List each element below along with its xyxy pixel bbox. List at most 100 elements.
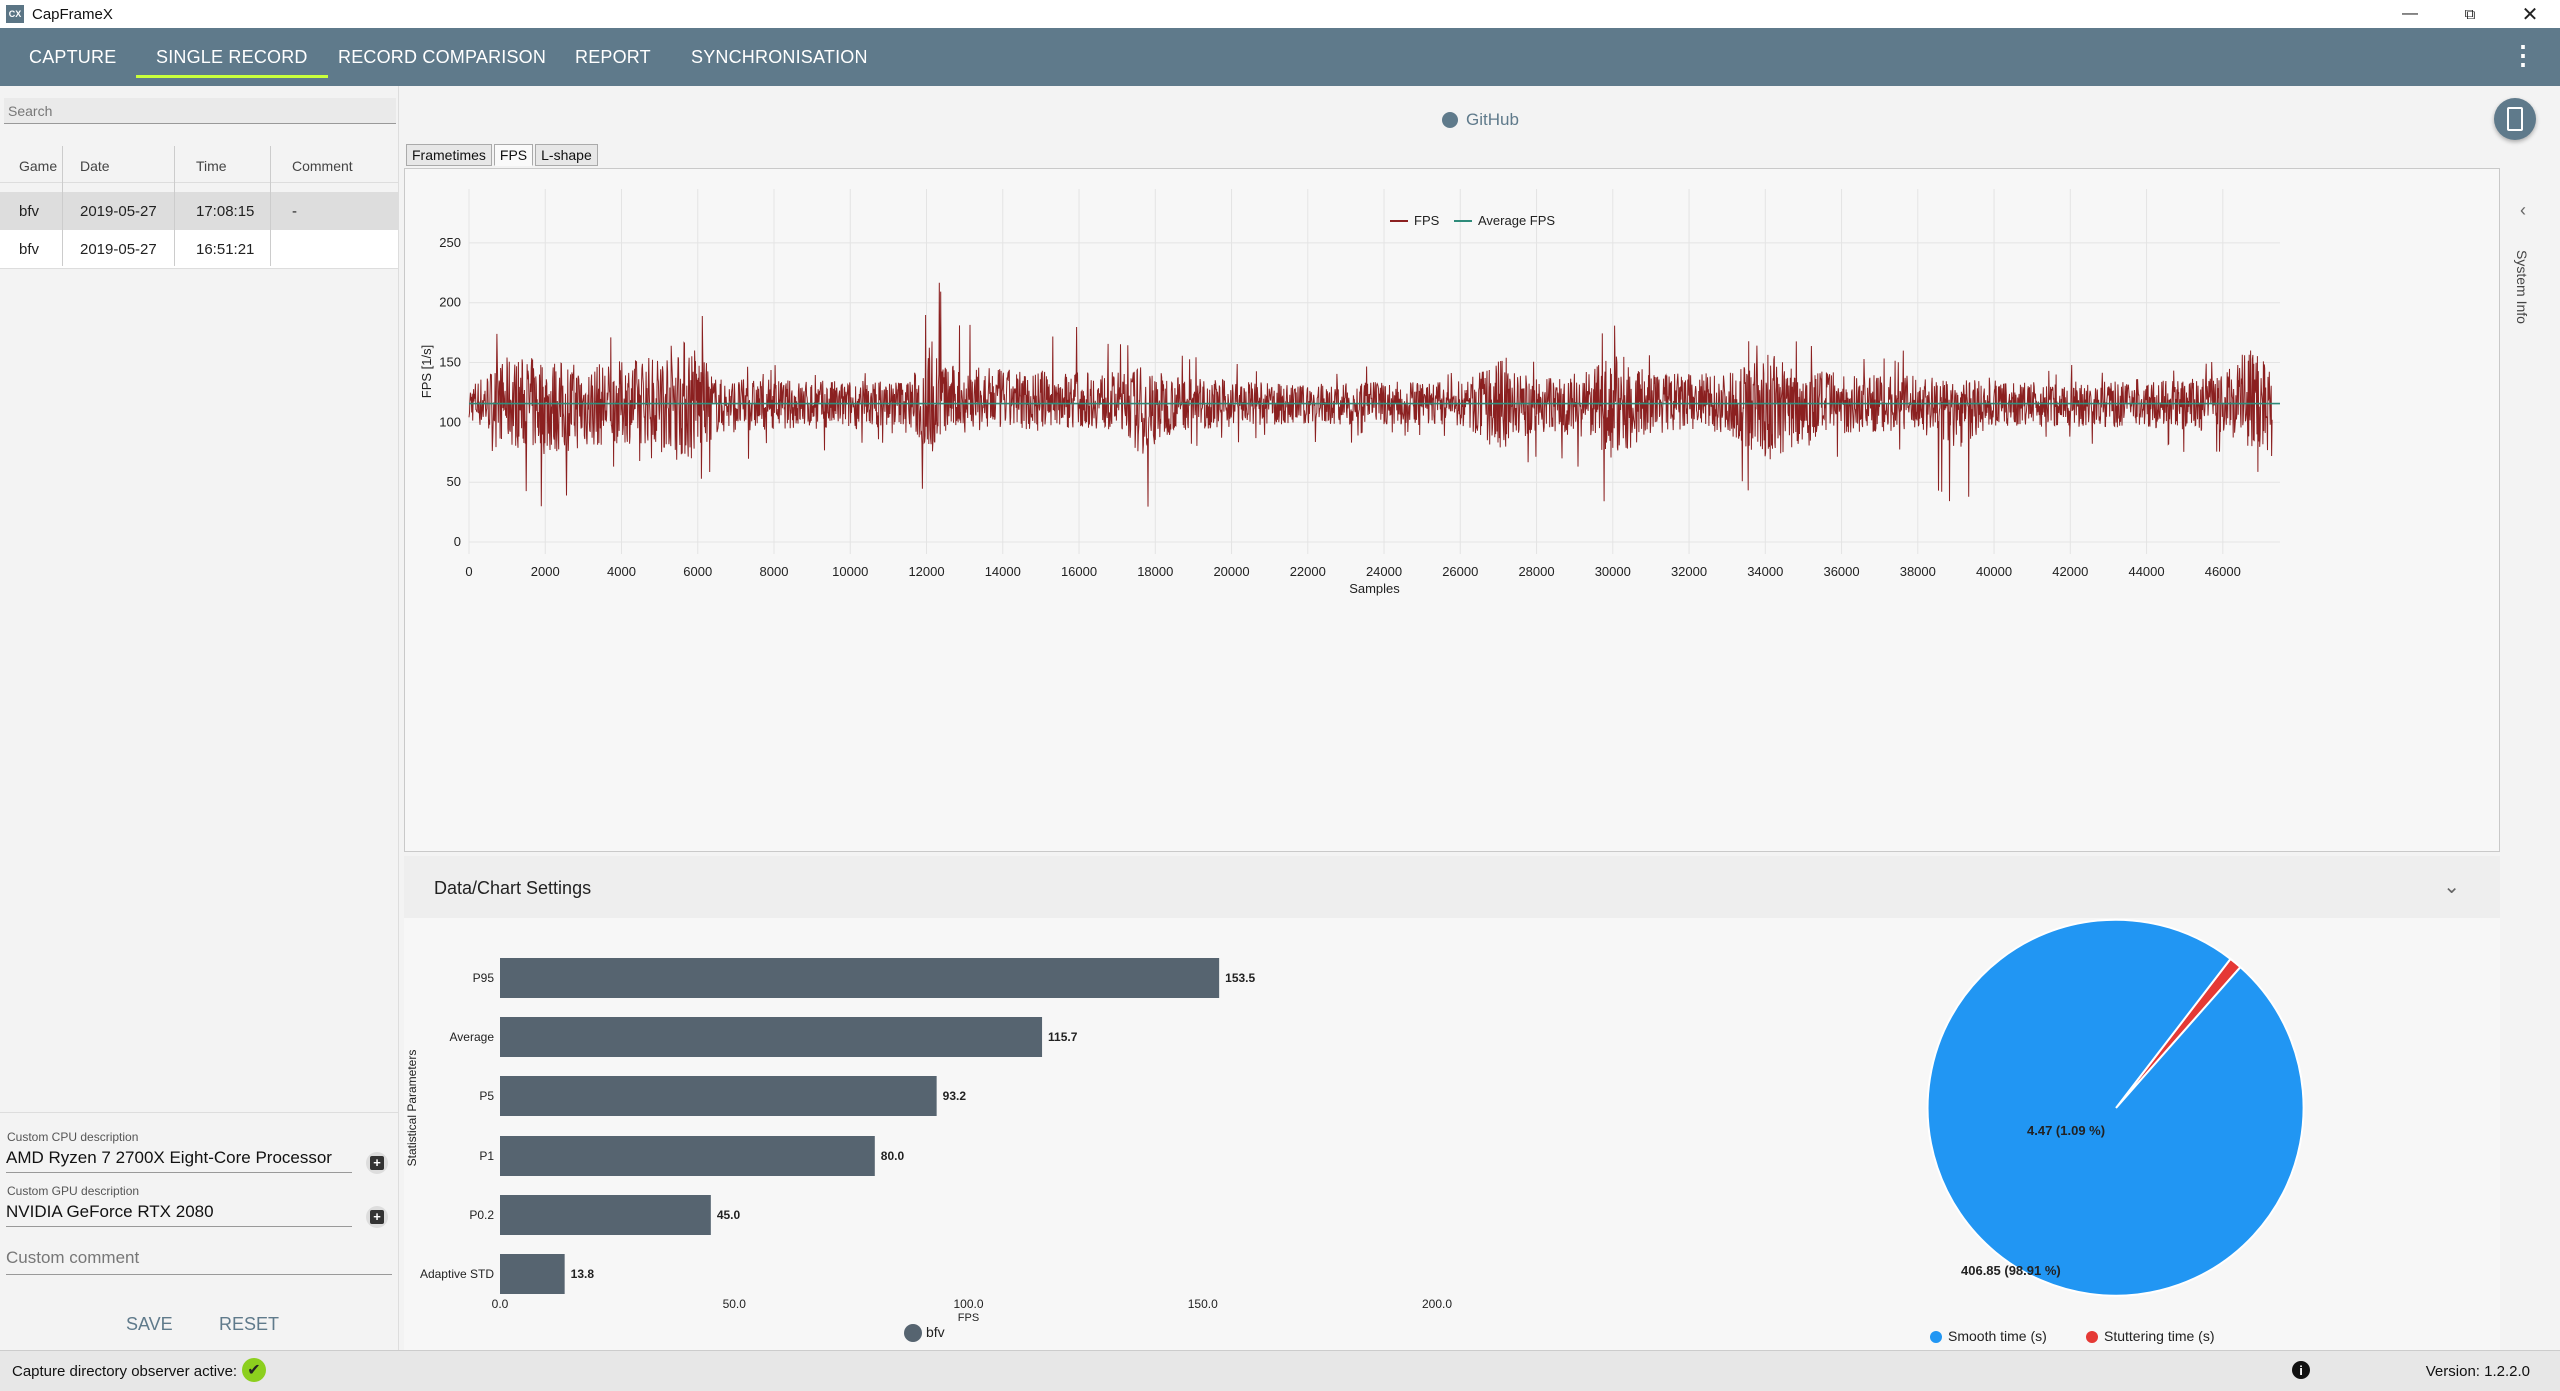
x-tick-label: 6000 — [683, 564, 712, 579]
cell-date: 2019-05-27 — [80, 241, 157, 258]
mobile-view-button[interactable] — [2494, 98, 2536, 140]
github-link[interactable]: GitHub — [1442, 110, 1519, 130]
close-icon[interactable]: ✕ — [2521, 3, 2539, 26]
y-tick-label: 250 — [439, 235, 461, 250]
bar-category-label: P1 — [479, 1149, 494, 1163]
record-table-header: Game Date Time Comment — [0, 146, 398, 183]
x-tick-label: 42000 — [2052, 564, 2088, 579]
table-row[interactable]: bfv 2019-05-27 17:08:15 - — [0, 192, 398, 230]
y-axis-label: FPS [1/s] — [419, 345, 434, 398]
x-tick-label: 200.0 — [1422, 1297, 1452, 1311]
x-tick-label: 10000 — [832, 564, 868, 579]
fps-series-line — [468, 282, 2273, 507]
x-tick-label: 150.0 — [1188, 1297, 1218, 1311]
bar-value-label: 45.0 — [717, 1208, 741, 1222]
x-tick-label: 46000 — [2205, 564, 2241, 579]
search-input[interactable]: Search — [4, 98, 396, 124]
stutter-pie-chart: 4.47 (1.09 %) 406.85 (98.91 %) Smooth time… — [1926, 918, 2305, 1344]
tab-synchronisation[interactable]: SYNCHRONISATION — [691, 46, 868, 67]
x-tick-label: 8000 — [760, 564, 789, 579]
cell-time: 16:51:21 — [196, 241, 255, 258]
more-options-icon[interactable]: ⋮ — [2510, 40, 2536, 70]
gpu-description-label: Custom GPU description — [7, 1184, 140, 1198]
x-axis-label: Samples — [1349, 581, 1400, 596]
gpu-description-field[interactable]: NVIDIA GeForce RTX 2080 — [6, 1202, 352, 1227]
tab-single-record[interactable]: SINGLE RECORD — [136, 28, 328, 86]
statistics-bar-chart: P95 153.5 Average 115.7 P5 93.2 P1 80.0 P0.2 45.0… — [405, 958, 1452, 1342]
statistics-panel: P95 153.5 Average 115.7 P5 93.2 P1 80.0 P0.2 45.0… — [404, 918, 2500, 1350]
bar-value-label: 153.5 — [1225, 971, 1255, 985]
column-divider — [174, 146, 175, 266]
cpu-description-field[interactable]: AMD Ryzen 7 2700X Eight-Core Processor — [6, 1148, 352, 1173]
tab-frametimes[interactable]: Frametimes — [406, 144, 492, 166]
bar-category-label: Adaptive STD — [420, 1267, 494, 1281]
x-tick-label: 36000 — [1823, 564, 1859, 579]
system-info-label[interactable]: System Info — [2514, 250, 2530, 324]
column-game[interactable]: Game — [19, 158, 58, 174]
bar — [500, 1136, 875, 1176]
legend-average-label: Average FPS — [1478, 213, 1555, 228]
tab-capture[interactable]: CAPTURE — [29, 46, 117, 67]
x-tick-label: 4000 — [607, 564, 636, 579]
table-row[interactable]: bfv 2019-05-27 16:51:21 — [0, 230, 398, 269]
cell-game: bfv — [19, 203, 40, 220]
x-tick-label: 20000 — [1213, 564, 1249, 579]
bar-value-label: 80.0 — [881, 1149, 905, 1163]
observer-status: Capture directory observer active: — [12, 1363, 238, 1380]
y-tick-label: 50 — [447, 474, 461, 489]
save-button[interactable]: SAVE — [126, 1314, 173, 1334]
x-tick-label: 18000 — [1137, 564, 1173, 579]
fps-chart-panel: 0 2000 4000 6000 8000 10000 12000 14000 16000 180… — [404, 168, 2500, 852]
bar-value-label: 13.8 — [571, 1267, 595, 1281]
tab-fps[interactable]: FPS — [493, 144, 534, 166]
bar — [500, 1017, 1043, 1057]
x-tick-label: 50.0 — [723, 1297, 747, 1311]
column-time[interactable]: Time — [196, 158, 227, 174]
pie-slice-smooth — [1926, 918, 2305, 1297]
add-gpu-icon[interactable]: + — [366, 1206, 388, 1228]
reset-button[interactable]: RESET — [219, 1314, 280, 1334]
column-date[interactable]: Date — [80, 158, 110, 174]
tab-record-comparison[interactable]: RECORD COMPARISON — [338, 46, 547, 67]
cell-game: bfv — [19, 241, 40, 258]
cpu-description-label: Custom CPU description — [7, 1130, 139, 1144]
chevron-down-icon[interactable]: ⌄ — [2443, 876, 2460, 898]
column-divider — [62, 146, 63, 266]
main-panel: GitHub Frametimes FPS L-shape 0 2000 4000 6… — [404, 86, 2500, 1350]
minimize-icon[interactable]: — — [2402, 5, 2418, 22]
tab-report[interactable]: REPORT — [575, 46, 651, 67]
x-tick-label: 0.0 — [492, 1297, 509, 1311]
x-tick-label: 32000 — [1671, 564, 1707, 579]
x-tick-label: 0 — [465, 564, 472, 579]
bar — [500, 1254, 565, 1294]
y-tick-label: 150 — [439, 355, 461, 370]
fps-chart: 0 2000 4000 6000 8000 10000 12000 14000 16000 180… — [419, 189, 2280, 596]
bar-category-label: P0.2 — [469, 1208, 494, 1222]
x-axis-label: FPS — [958, 1312, 979, 1324]
system-info-rail[interactable] — [2500, 86, 2560, 1350]
add-cpu-icon[interactable]: + — [366, 1152, 388, 1174]
y-axis-label: Statistical Parameters — [405, 1050, 419, 1167]
version-label: Version: 1.2.2.0 — [2425, 1363, 2530, 1380]
data-chart-settings-header[interactable]: Data/Chart Settings ⌄ — [404, 856, 2500, 918]
pie-label-stutter: 4.47 (1.09 %) — [2027, 1123, 2105, 1138]
legend-swatch — [904, 1324, 922, 1342]
info-icon[interactable]: i — [2292, 1361, 2310, 1379]
y-tick-label: 200 — [439, 295, 461, 310]
chevron-left-icon[interactable]: ‹ — [2520, 200, 2526, 220]
chart-tabs: Frametimes FPS L-shape — [406, 144, 598, 166]
phone-icon — [2507, 107, 2523, 131]
x-tick-label: 26000 — [1442, 564, 1478, 579]
x-tick-label: 34000 — [1747, 564, 1783, 579]
settings-title: Data/Chart Settings — [434, 878, 592, 898]
tab-l-shape[interactable]: L-shape — [535, 144, 598, 166]
bar-value-label: 93.2 — [943, 1089, 967, 1103]
record-sidebar: Search Game Date Time Comment bfv 2019-0… — [0, 86, 399, 1350]
legend-stutter-label: Stuttering time (s) — [2104, 1328, 2214, 1344]
column-comment[interactable]: Comment — [292, 158, 353, 174]
column-divider — [270, 146, 271, 266]
cell-comment: - — [292, 203, 297, 220]
divider — [0, 1112, 398, 1113]
custom-comment-field[interactable]: Custom comment — [6, 1248, 392, 1275]
restore-icon[interactable]: ⧉ — [2464, 5, 2476, 23]
